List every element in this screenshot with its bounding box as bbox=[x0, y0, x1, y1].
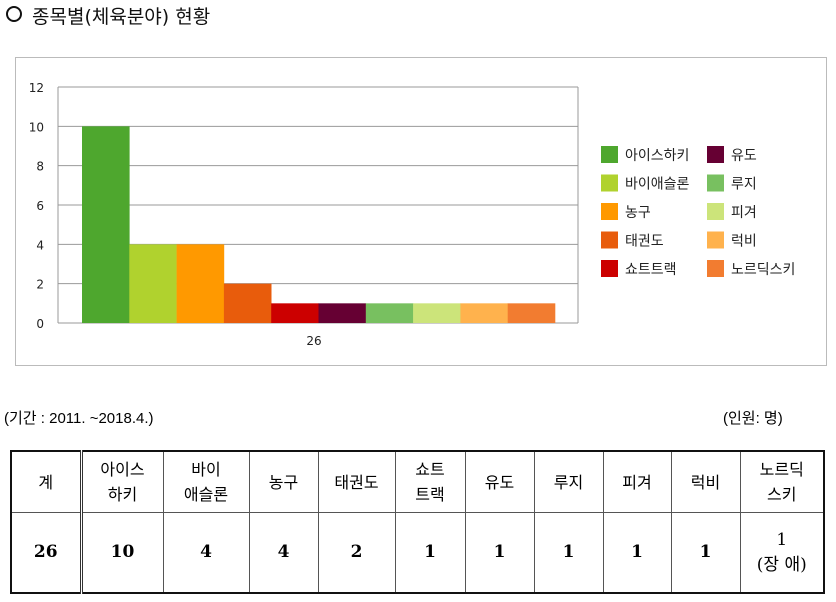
cell-text: 1 bbox=[562, 542, 575, 562]
bar-노르딕스키 bbox=[507, 303, 556, 323]
value-cell: 1 bbox=[602, 512, 672, 594]
cell-text: 계 bbox=[38, 472, 54, 492]
cell-text: 아이스 bbox=[100, 460, 145, 479]
cell-text: 2 bbox=[350, 542, 363, 562]
cell-text: 쇼트 bbox=[415, 460, 445, 479]
section-title: 종목별(체육분야) 현황 bbox=[6, 2, 210, 29]
x-tick-label: 26 bbox=[306, 334, 321, 348]
cell-text: 1 bbox=[631, 542, 643, 562]
cell-text: 바이 bbox=[191, 460, 221, 479]
cell-text: 1 bbox=[424, 542, 436, 562]
legend-label: 쇼트트랙 bbox=[625, 262, 677, 278]
y-tick-label: 12 bbox=[29, 81, 44, 95]
legend-swatch bbox=[707, 146, 724, 163]
bar-아이스하키 bbox=[82, 126, 130, 323]
value-cell: 1 (장 애) bbox=[739, 512, 825, 594]
y-tick-label: 4 bbox=[36, 238, 44, 252]
legend-label: 노르딕스키 bbox=[731, 262, 795, 278]
cell-text: 노르딕 bbox=[759, 460, 804, 479]
legend-swatch bbox=[601, 260, 618, 277]
bar-쇼트트랙 bbox=[271, 303, 319, 323]
header-cell: 루지 bbox=[533, 450, 604, 513]
bar-루지 bbox=[365, 303, 414, 323]
legend-swatch bbox=[601, 174, 618, 192]
cell-text: (장 애) bbox=[756, 554, 807, 575]
legend-swatch bbox=[601, 231, 618, 249]
value-cell: 1 bbox=[394, 512, 466, 594]
y-tick-label: 0 bbox=[36, 317, 44, 331]
table-row: 26 10 4 4 2 1 1 1 1 1 1 (장 애) bbox=[10, 512, 825, 594]
cell-text: 4 bbox=[200, 542, 212, 562]
legend-label: 루지 bbox=[731, 177, 757, 193]
legend-label: 아이스하키 bbox=[625, 148, 689, 164]
legend-label: 태권도 bbox=[625, 234, 664, 250]
bar-농구 bbox=[176, 244, 225, 323]
period-label: (기간 : 2011. ~2018.4.) bbox=[4, 410, 154, 427]
cell-text: 애슬론 bbox=[183, 485, 229, 504]
stats-table: 계 아이스 하키 바이 애슬론 농구 태권도 쇼트 트랙 유도 루지 피겨 럭비 노르딕 스키 26 10 4 4… bbox=[10, 450, 825, 594]
cell-text: 유도 bbox=[484, 472, 515, 492]
cell-text: 1 bbox=[699, 542, 712, 562]
unit-label: (인원: 명) bbox=[723, 410, 783, 427]
cell-text: 1 bbox=[493, 542, 506, 562]
cell-text: 럭비 bbox=[690, 472, 721, 492]
cell-text: 10 bbox=[110, 542, 135, 562]
y-tick-label: 2 bbox=[36, 278, 44, 292]
legend-label: 럭비 bbox=[731, 234, 757, 250]
cell-text: 트랙 bbox=[415, 485, 445, 504]
legend-swatch bbox=[601, 146, 618, 163]
legend-swatch bbox=[707, 174, 724, 192]
legend-label: 유도 bbox=[731, 148, 757, 164]
header-cell: 계 bbox=[10, 450, 83, 513]
cell-text: 농구 bbox=[268, 472, 299, 492]
value-cell: 1 bbox=[533, 512, 604, 594]
cell-text: 루지 bbox=[553, 472, 584, 492]
title-text: 종목별(체육분야) 현황 bbox=[32, 6, 211, 28]
legend-swatch bbox=[707, 231, 724, 249]
value-cell: 4 bbox=[248, 512, 319, 594]
header-row: 계 아이스 하키 바이 애슬론 농구 태권도 쇼트 트랙 유도 루지 피겨 럭비 노르딕 스키 bbox=[10, 450, 825, 513]
cell-text: 피겨 bbox=[622, 472, 652, 492]
value-cell: 10 bbox=[80, 512, 164, 594]
value-cell: 4 bbox=[162, 512, 250, 594]
legend-label: 바이애슬론 bbox=[625, 177, 690, 193]
bar-럭비 bbox=[460, 303, 508, 323]
legend-label: 농구 bbox=[625, 205, 651, 221]
bar-피겨 bbox=[413, 303, 461, 323]
cell-text: 4 bbox=[277, 542, 290, 562]
value-cell: 1 bbox=[670, 512, 741, 594]
bar-바이애슬론 bbox=[129, 244, 177, 323]
bar-태권도 bbox=[223, 283, 272, 323]
legend-swatch bbox=[707, 260, 724, 277]
value-cell: 1 bbox=[464, 512, 535, 594]
legend-label: 피겨 bbox=[731, 205, 757, 221]
header-cell: 피겨 bbox=[602, 450, 672, 513]
value-cell: 26 bbox=[10, 512, 83, 594]
cell-text: 하키 bbox=[107, 485, 138, 504]
cell-text: 스키 bbox=[767, 485, 797, 504]
y-tick-label: 6 bbox=[36, 199, 44, 213]
cell-text: 태권도 bbox=[334, 472, 379, 492]
header-cell: 태권도 bbox=[317, 450, 396, 513]
bar-유도 bbox=[318, 303, 367, 323]
cell-text: 26 bbox=[33, 542, 58, 562]
value-cell: 2 bbox=[317, 512, 396, 594]
header-cell: 럭비 bbox=[670, 450, 741, 513]
cell-text: 1 bbox=[776, 529, 788, 550]
header-cell: 유도 bbox=[464, 450, 535, 513]
legend-swatch bbox=[601, 203, 618, 220]
legend-swatch bbox=[707, 203, 724, 220]
y-tick-label: 10 bbox=[29, 120, 44, 134]
circle-bullet-icon bbox=[6, 6, 22, 22]
header-cell: 농구 bbox=[248, 450, 319, 513]
y-tick-label: 8 bbox=[36, 160, 44, 174]
